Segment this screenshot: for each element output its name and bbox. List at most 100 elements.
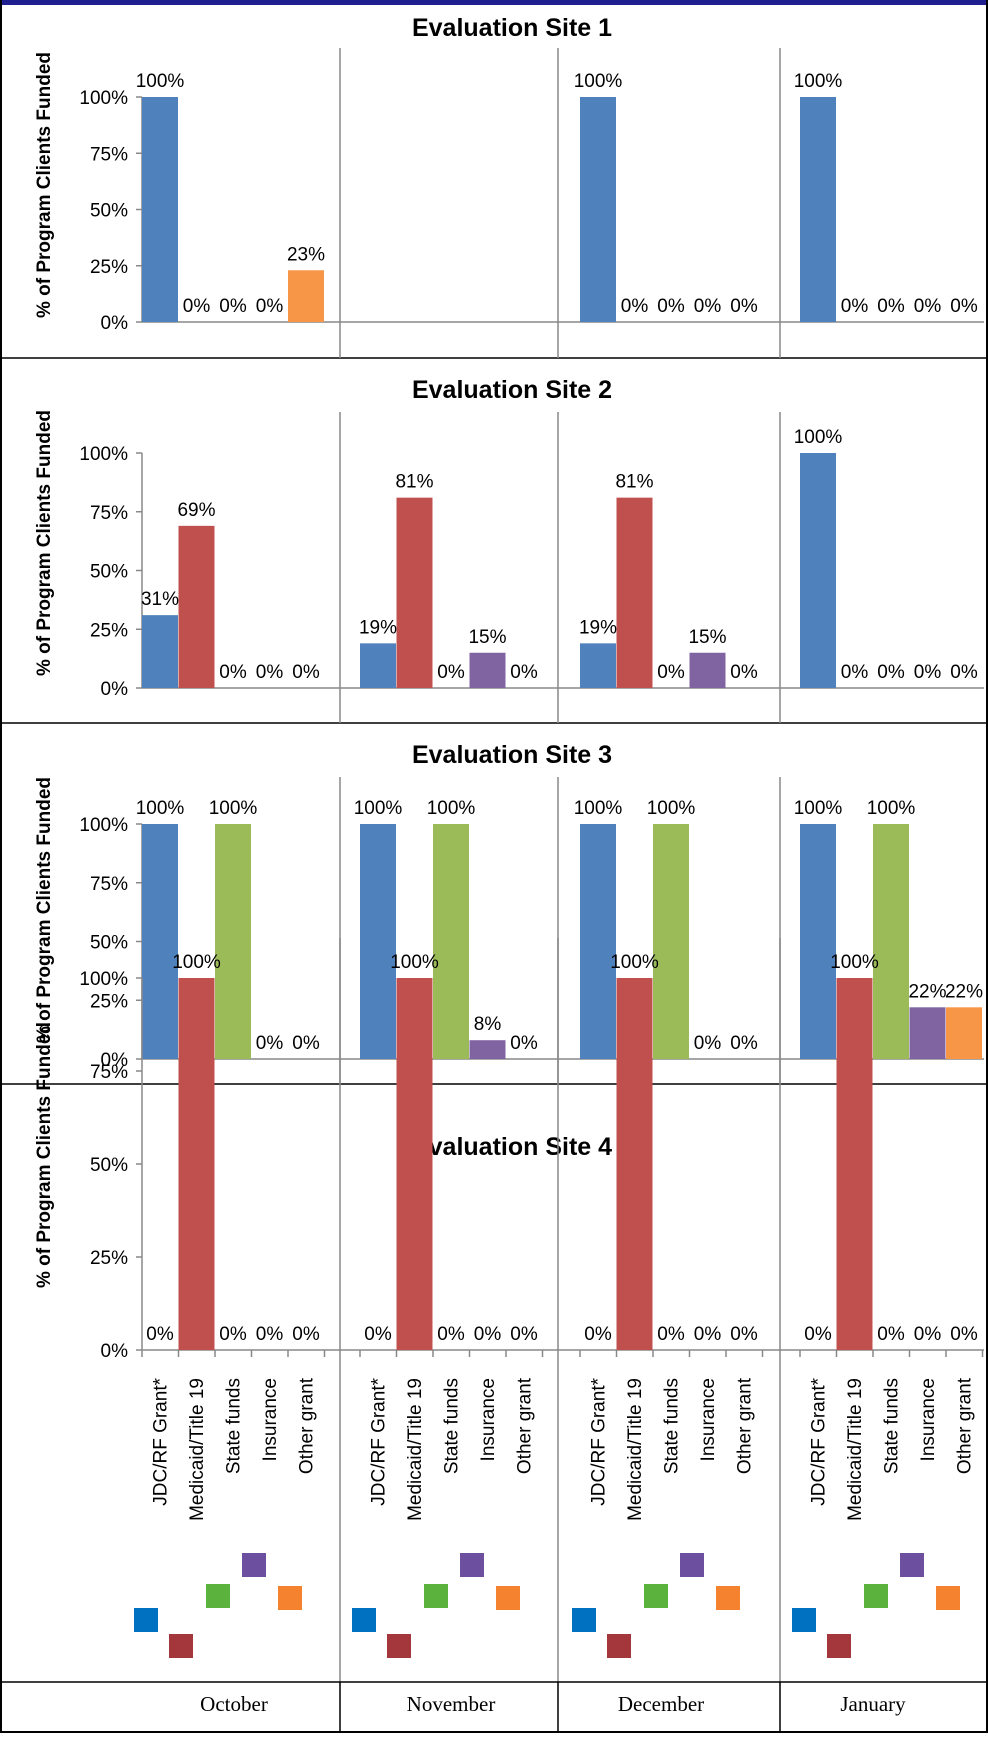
legend-swatch-december-2 [607, 1634, 631, 1658]
legend-swatch-october-5 [278, 1586, 302, 1610]
site3-bar-january-4 [909, 1007, 946, 1059]
site3-bar-october-3 [215, 824, 251, 1059]
site4-data-label-november-3: 0% [437, 1324, 465, 1345]
site4-data-label-december-4: 0% [694, 1324, 722, 1345]
site1-data-label-december-1: 100% [574, 71, 623, 92]
site4-bar-december-2 [616, 978, 653, 1350]
site4-data-label-october-2: 100% [172, 952, 221, 973]
category-label-october-3: State funds [223, 1378, 244, 1474]
site3-bar-december-1 [580, 824, 616, 1059]
site4-y-tick-label: 100% [79, 969, 128, 990]
site2-y-tick-label: 0% [101, 679, 129, 700]
legend-swatch-october-2 [169, 1634, 193, 1658]
site2-data-label-november-5: 0% [510, 662, 538, 683]
legend-swatch-october-4 [242, 1553, 266, 1577]
category-label-november-3: State funds [441, 1378, 462, 1474]
site3-bar-october-1 [142, 824, 178, 1059]
site1-y-tick-label: 100% [79, 88, 128, 109]
site2-bar-january-1 [800, 453, 836, 688]
site2-data-label-january-2: 0% [841, 662, 869, 683]
site4-chart-title: Evaluation Site 4 [412, 1133, 612, 1161]
site2-chart-title: Evaluation Site 2 [412, 376, 612, 404]
legend-swatch-october-1 [134, 1608, 158, 1632]
site3-y-tick-label: 25% [90, 991, 128, 1012]
category-label-october-5: Other grant [296, 1377, 317, 1474]
site2-bar-december-1 [580, 643, 616, 688]
month-label-november: November [407, 1692, 496, 1716]
site2-bar-october-1 [142, 615, 178, 688]
site3-bar-december-3 [653, 824, 689, 1059]
site3-data-label-november-5: 0% [510, 1033, 538, 1054]
site3-bar-january-3 [873, 824, 909, 1059]
site1-bar-october-5 [288, 270, 324, 322]
site3-chart-title: Evaluation Site 3 [412, 741, 612, 769]
site1-data-label-january-2: 0% [841, 296, 869, 317]
site1-y-tick-label: 50% [90, 201, 128, 222]
site3-y-tick-label: 0% [101, 1050, 129, 1071]
site3-bar-november-4 [469, 1040, 506, 1059]
site2-data-label-january-5: 0% [950, 662, 978, 683]
site4-y-tick-label: 50% [90, 1155, 128, 1176]
legend-swatch-january-3 [864, 1584, 888, 1608]
site1-data-label-december-4: 0% [694, 296, 722, 317]
site4-data-label-november-1: 0% [364, 1324, 392, 1345]
site1-data-label-january-3: 0% [877, 296, 905, 317]
category-label-january-1: JDC/RF Grant* [808, 1377, 829, 1505]
top-border-bar [0, 0, 988, 5]
legend-swatch-november-3 [424, 1584, 448, 1608]
site3-bar-january-1 [800, 824, 836, 1059]
site4-data-label-january-1: 0% [804, 1324, 832, 1345]
site2-data-label-november-3: 0% [437, 662, 465, 683]
legend-swatch-january-2 [827, 1634, 851, 1658]
site1-data-label-december-5: 0% [730, 296, 758, 317]
site3-bar-november-1 [360, 824, 396, 1059]
site3-data-label-december-5: 0% [730, 1033, 758, 1054]
site1-bar-december-1 [580, 97, 616, 322]
site4-data-label-january-2: 100% [830, 952, 879, 973]
legend-swatch-november-1 [352, 1608, 376, 1632]
site2-data-label-october-1: 31% [141, 589, 179, 610]
site1-y-tick-label: 0% [101, 313, 129, 334]
site4-bar-november-2 [396, 978, 433, 1350]
category-label-december-3: State funds [661, 1378, 682, 1474]
category-label-november-5: Other grant [514, 1377, 535, 1474]
site1-y-tick-label: 75% [90, 144, 128, 165]
site2-bar-november-4 [469, 652, 506, 688]
legend-swatch-january-4 [900, 1553, 924, 1577]
site4-bar-january-2 [836, 978, 873, 1350]
site1-bar-october-1 [142, 97, 178, 322]
site2-data-label-november-4: 15% [468, 627, 506, 648]
site3-data-label-january-1: 100% [794, 798, 843, 819]
site2-bar-november-2 [396, 497, 433, 688]
site2-data-label-november-2: 81% [395, 472, 433, 493]
legend-swatch-december-5 [716, 1586, 740, 1610]
category-label-december-1: JDC/RF Grant* [588, 1377, 609, 1505]
site2-data-label-december-1: 19% [579, 617, 617, 638]
site3-data-label-december-1: 100% [574, 798, 623, 819]
site4-data-label-january-5: 0% [950, 1324, 978, 1345]
site1-data-label-december-2: 0% [621, 296, 649, 317]
site4-data-label-december-3: 0% [657, 1324, 685, 1345]
site2-data-label-december-3: 0% [657, 662, 685, 683]
site4-data-label-november-4: 0% [474, 1324, 502, 1345]
category-label-december-5: Other grant [734, 1377, 755, 1474]
site1-data-label-january-5: 0% [950, 296, 978, 317]
site1-y-tick-label: 25% [90, 257, 128, 278]
site4-y-tick-label: 0% [101, 1341, 129, 1362]
site1-data-label-october-4: 0% [256, 296, 284, 317]
site2-data-label-october-3: 0% [219, 662, 247, 683]
site4-data-label-november-5: 0% [510, 1324, 538, 1345]
site1-data-label-october-2: 0% [183, 296, 211, 317]
site3-y-tick-label: 100% [79, 815, 128, 836]
site2-y-tick-label: 100% [79, 444, 128, 465]
site2-data-label-october-4: 0% [256, 662, 284, 683]
site3-y-tick-label: 50% [90, 933, 128, 954]
category-label-december-4: Insurance [698, 1378, 719, 1461]
site2-data-label-october-5: 0% [292, 662, 320, 683]
site1-data-label-october-5: 23% [287, 244, 325, 265]
site1-y-axis-label: % of Program Clients Funded [34, 52, 55, 318]
site3-data-label-october-3: 100% [209, 798, 258, 819]
site4-data-label-october-1: 0% [146, 1324, 174, 1345]
site4-data-label-october-5: 0% [292, 1324, 320, 1345]
